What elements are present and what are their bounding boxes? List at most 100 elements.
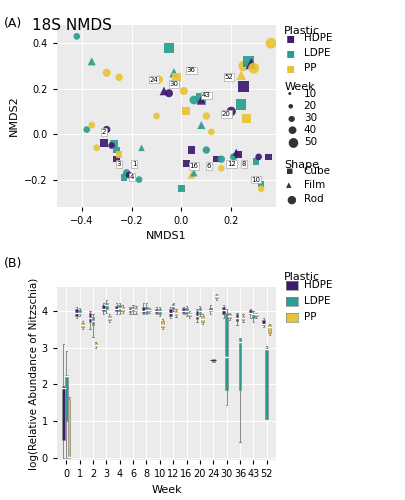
Text: (B): (B) xyxy=(4,258,22,270)
Text: 18S NMDS: 18S NMDS xyxy=(32,18,112,32)
Text: HDPE: HDPE xyxy=(303,33,331,43)
Point xyxy=(190,96,197,104)
Point xyxy=(88,58,95,66)
Bar xyxy=(241,316,244,320)
Bar xyxy=(155,309,158,312)
Bar xyxy=(168,309,171,316)
Bar xyxy=(262,320,264,326)
Text: Shape: Shape xyxy=(284,160,318,170)
Text: 6: 6 xyxy=(206,163,211,169)
Text: ▪: ▪ xyxy=(286,46,295,60)
Point xyxy=(165,44,172,52)
Bar xyxy=(228,314,230,318)
Text: 10: 10 xyxy=(303,89,316,99)
Bar xyxy=(128,308,131,312)
Text: HDPE: HDPE xyxy=(303,280,331,290)
Point xyxy=(83,126,90,134)
Bar xyxy=(209,308,211,312)
Point xyxy=(111,139,117,147)
Bar xyxy=(265,348,267,420)
Text: 43: 43 xyxy=(201,92,210,98)
Text: 52: 52 xyxy=(224,74,232,80)
Point xyxy=(242,114,249,122)
Text: ●: ● xyxy=(287,114,294,122)
Text: Cube: Cube xyxy=(303,166,330,176)
Point xyxy=(228,108,234,116)
Text: Plastic: Plastic xyxy=(284,26,320,36)
Bar xyxy=(88,312,91,322)
Point xyxy=(237,100,244,108)
Bar xyxy=(182,308,184,312)
X-axis label: NMDS1: NMDS1 xyxy=(146,232,186,241)
Bar xyxy=(75,309,78,316)
Text: LDPE: LDPE xyxy=(303,48,329,58)
Bar xyxy=(78,310,81,314)
Point xyxy=(115,150,122,158)
Point xyxy=(160,87,167,95)
Text: 36: 36 xyxy=(186,68,195,73)
Text: ●: ● xyxy=(287,92,290,96)
X-axis label: Week: Week xyxy=(151,484,181,494)
Point xyxy=(213,155,219,163)
Bar xyxy=(134,308,137,312)
Point xyxy=(188,171,194,179)
Text: 40: 40 xyxy=(303,125,316,135)
Text: 20: 20 xyxy=(303,101,316,111)
Bar xyxy=(121,307,124,310)
Text: 50: 50 xyxy=(303,137,316,147)
Text: (A): (A) xyxy=(4,18,22,30)
Bar xyxy=(65,375,67,422)
Text: ▴: ▴ xyxy=(286,180,291,190)
Text: PP: PP xyxy=(303,63,315,73)
Bar xyxy=(201,316,204,322)
Bar xyxy=(198,308,201,314)
Point xyxy=(235,150,241,158)
Point xyxy=(156,76,162,84)
Point xyxy=(245,58,252,66)
Bar xyxy=(118,305,121,310)
Bar xyxy=(225,312,227,390)
Bar xyxy=(248,310,251,314)
Text: ▪: ▪ xyxy=(286,166,293,176)
Point xyxy=(183,108,189,116)
Point xyxy=(103,126,110,134)
Y-axis label: NMDS2: NMDS2 xyxy=(9,96,19,136)
Text: Week: Week xyxy=(284,82,314,92)
Bar xyxy=(222,307,224,314)
Point xyxy=(198,94,204,102)
Text: ●: ● xyxy=(287,136,298,148)
Bar xyxy=(68,399,70,458)
Point xyxy=(136,176,142,184)
Bar xyxy=(131,307,134,312)
Bar xyxy=(238,340,241,390)
Text: ▪: ▪ xyxy=(286,61,295,75)
Point xyxy=(252,158,259,166)
Text: 1: 1 xyxy=(132,160,136,166)
Bar xyxy=(188,312,190,316)
Point xyxy=(180,87,187,95)
Text: 3: 3 xyxy=(117,160,121,166)
Text: 2: 2 xyxy=(102,129,106,135)
Y-axis label: log(Relative Abundance of Nitzschia): log(Relative Abundance of Nitzschia) xyxy=(29,278,39,469)
Bar xyxy=(185,308,188,314)
Bar xyxy=(158,309,161,314)
Bar xyxy=(142,307,145,312)
Bar xyxy=(62,386,64,440)
Point xyxy=(255,153,261,161)
Point xyxy=(257,180,264,188)
Point xyxy=(198,121,204,129)
Text: LDPE: LDPE xyxy=(303,296,329,306)
Point xyxy=(183,160,189,168)
Point xyxy=(237,71,244,79)
Text: Film: Film xyxy=(303,180,324,190)
Point xyxy=(240,62,246,70)
Bar xyxy=(195,310,198,319)
Point xyxy=(101,139,107,147)
Point xyxy=(198,96,204,104)
Bar xyxy=(171,304,174,309)
Point xyxy=(121,174,127,182)
Text: 12: 12 xyxy=(226,160,235,166)
Text: ●: ● xyxy=(286,194,295,204)
Bar xyxy=(92,318,94,326)
Bar xyxy=(252,312,254,318)
